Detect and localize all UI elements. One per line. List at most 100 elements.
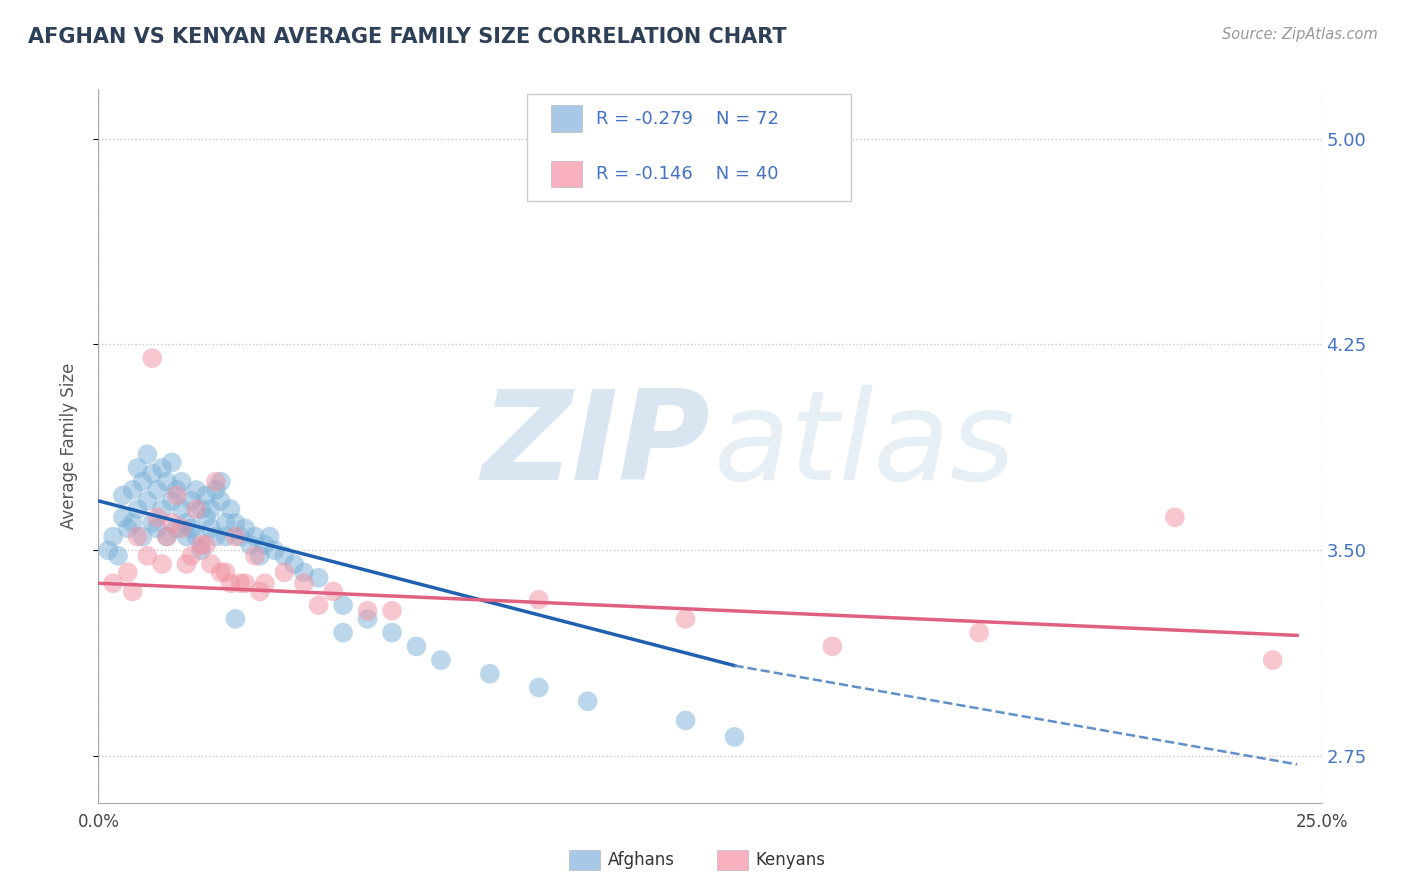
Point bbox=[292, 576, 315, 591]
Point bbox=[156, 475, 179, 489]
Point bbox=[127, 502, 149, 516]
Text: Source: ZipAtlas.com: Source: ZipAtlas.com bbox=[1222, 27, 1378, 42]
Point bbox=[527, 681, 550, 695]
Text: ZIP: ZIP bbox=[481, 385, 710, 507]
Y-axis label: Average Family Size: Average Family Size bbox=[59, 363, 77, 529]
Point bbox=[186, 483, 208, 497]
Point bbox=[160, 455, 183, 469]
Point bbox=[249, 549, 271, 563]
Point bbox=[150, 502, 173, 516]
Point bbox=[356, 612, 378, 626]
Point bbox=[101, 530, 124, 544]
Point bbox=[283, 557, 305, 571]
Point bbox=[176, 557, 198, 571]
Point bbox=[127, 530, 149, 544]
Point bbox=[117, 566, 139, 580]
Point bbox=[723, 730, 745, 744]
Point bbox=[180, 521, 202, 535]
Point bbox=[170, 475, 193, 489]
Point bbox=[141, 351, 163, 366]
Point bbox=[381, 625, 404, 640]
Point bbox=[166, 488, 188, 502]
Point bbox=[136, 494, 159, 508]
Point bbox=[176, 516, 198, 530]
Point bbox=[229, 576, 252, 591]
Point bbox=[576, 694, 599, 708]
Point bbox=[107, 549, 129, 563]
Point bbox=[205, 475, 228, 489]
Point bbox=[224, 612, 246, 626]
Point bbox=[243, 530, 266, 544]
Point bbox=[1164, 510, 1187, 524]
Point bbox=[219, 576, 242, 591]
Point bbox=[273, 549, 295, 563]
Point bbox=[195, 510, 218, 524]
Point bbox=[253, 576, 276, 591]
Point bbox=[136, 447, 159, 461]
Point bbox=[180, 549, 202, 563]
Text: atlas: atlas bbox=[714, 385, 1015, 507]
Point bbox=[224, 530, 246, 544]
Point bbox=[166, 483, 188, 497]
Point bbox=[176, 530, 198, 544]
Point bbox=[675, 714, 697, 728]
Point bbox=[97, 543, 120, 558]
Text: Afghans: Afghans bbox=[607, 851, 675, 869]
Point bbox=[127, 461, 149, 475]
Point bbox=[229, 530, 252, 544]
Point bbox=[111, 488, 134, 502]
Point bbox=[478, 666, 501, 681]
Point bbox=[131, 475, 153, 489]
Point bbox=[146, 510, 169, 524]
Point bbox=[117, 521, 139, 535]
Point bbox=[156, 530, 179, 544]
Point bbox=[821, 640, 844, 654]
Point bbox=[200, 521, 222, 535]
Point bbox=[239, 538, 262, 552]
Point bbox=[141, 516, 163, 530]
Point bbox=[209, 494, 232, 508]
Point bbox=[249, 584, 271, 599]
Point bbox=[141, 467, 163, 481]
Point bbox=[205, 530, 228, 544]
Point bbox=[160, 516, 183, 530]
Point bbox=[253, 538, 276, 552]
Point bbox=[166, 521, 188, 535]
Point bbox=[170, 521, 193, 535]
Point bbox=[675, 612, 697, 626]
Point bbox=[195, 538, 218, 552]
Text: Kenyans: Kenyans bbox=[755, 851, 825, 869]
Point bbox=[121, 483, 143, 497]
Text: R = -0.146    N = 40: R = -0.146 N = 40 bbox=[596, 165, 779, 183]
Point bbox=[190, 543, 212, 558]
Point bbox=[356, 604, 378, 618]
Point bbox=[322, 584, 344, 599]
Point bbox=[308, 571, 330, 585]
Point bbox=[190, 502, 212, 516]
Point bbox=[292, 566, 315, 580]
Point bbox=[405, 640, 427, 654]
Point bbox=[205, 483, 228, 497]
Point bbox=[121, 584, 143, 599]
Point bbox=[111, 510, 134, 524]
Point bbox=[136, 549, 159, 563]
Point bbox=[332, 625, 354, 640]
Point bbox=[190, 538, 212, 552]
Text: AFGHAN VS KENYAN AVERAGE FAMILY SIZE CORRELATION CHART: AFGHAN VS KENYAN AVERAGE FAMILY SIZE COR… bbox=[28, 27, 787, 46]
Point bbox=[527, 592, 550, 607]
Point bbox=[186, 502, 208, 516]
Point bbox=[214, 516, 236, 530]
Point bbox=[1261, 653, 1284, 667]
Point bbox=[156, 530, 179, 544]
Point bbox=[200, 557, 222, 571]
Point bbox=[263, 543, 285, 558]
Point bbox=[224, 516, 246, 530]
Point bbox=[233, 521, 256, 535]
Point bbox=[243, 549, 266, 563]
Point bbox=[209, 475, 232, 489]
Point bbox=[219, 502, 242, 516]
Point bbox=[160, 494, 183, 508]
Point bbox=[273, 566, 295, 580]
Point bbox=[381, 604, 404, 618]
Point bbox=[146, 521, 169, 535]
